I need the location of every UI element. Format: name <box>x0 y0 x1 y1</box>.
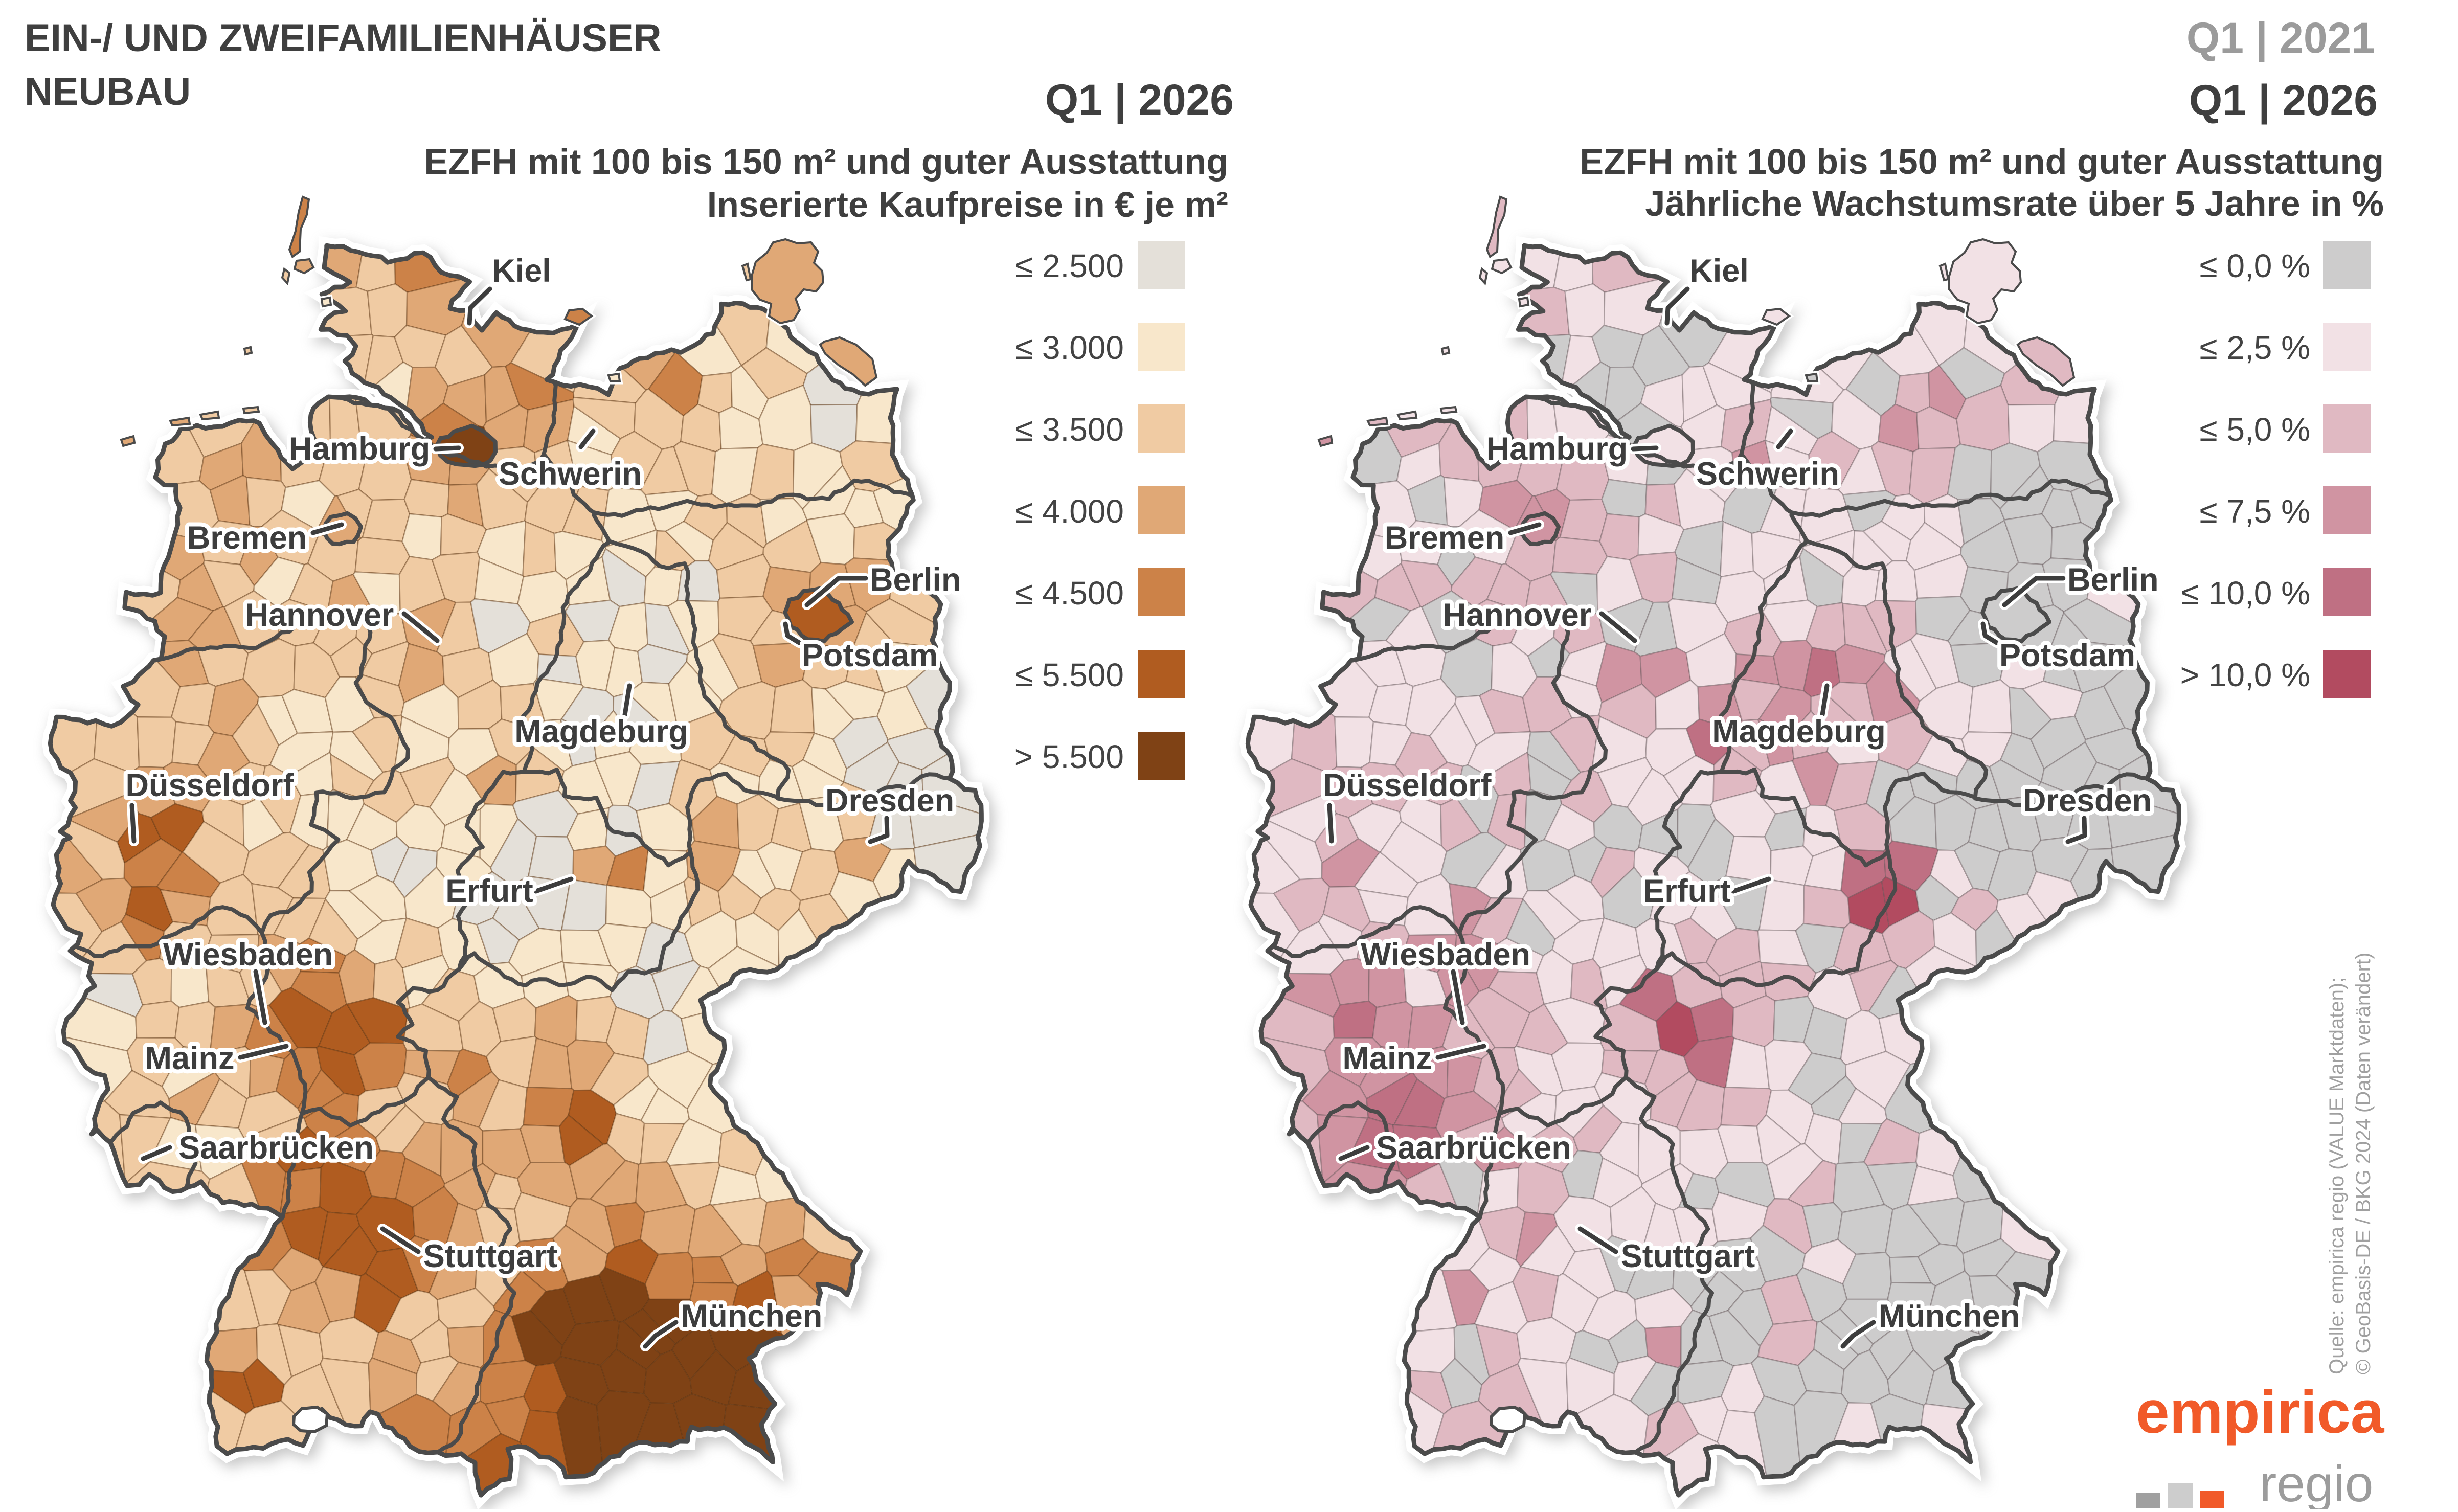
svg-text:Mainz: Mainz <box>1342 1041 1432 1076</box>
svg-text:München: München <box>1879 1298 2020 1334</box>
svg-text:> 5.500: > 5.500 <box>1014 738 1124 775</box>
svg-text:Hannover: Hannover <box>245 597 394 633</box>
svg-text:Jährliche Wachstumsrate über 5: Jährliche Wachstumsrate über 5 Jahre in … <box>1645 184 2384 223</box>
svg-text:Saarbrücken: Saarbrücken <box>178 1130 374 1166</box>
svg-text:regio: regio <box>2260 1455 2373 1509</box>
svg-text:Magdeburg: Magdeburg <box>514 714 688 750</box>
svg-text:empirica: empirica <box>2136 1379 2385 1446</box>
svg-text:Magdeburg: Magdeburg <box>1712 714 1886 750</box>
svg-text:EZFH mit 100 bis 150 m² und gu: EZFH mit 100 bis 150 m² und guter Aussta… <box>424 142 1228 182</box>
svg-text:München: München <box>681 1298 823 1334</box>
svg-text:Dresden: Dresden <box>825 783 954 819</box>
svg-text:Düsseldorf: Düsseldorf <box>1323 768 1492 803</box>
svg-text:≤ 2.500: ≤ 2.500 <box>1015 247 1124 284</box>
svg-text:Kiel: Kiel <box>492 253 551 289</box>
svg-text:≤ 3.500: ≤ 3.500 <box>1015 411 1124 448</box>
svg-text:Berlin: Berlin <box>2067 562 2159 598</box>
svg-text:Erfurt: Erfurt <box>445 873 533 909</box>
svg-text:Bremen: Bremen <box>1385 520 1505 556</box>
svg-text:Kiel: Kiel <box>1689 253 1749 289</box>
svg-text:Schwerin: Schwerin <box>499 456 642 492</box>
svg-text:Hamburg: Hamburg <box>289 431 431 467</box>
svg-text:≤ 3.000: ≤ 3.000 <box>1015 329 1124 366</box>
svg-text:Bremen: Bremen <box>187 520 307 556</box>
svg-text:EZFH mit 100 bis 150 m² und gu: EZFH mit 100 bis 150 m² und guter Aussta… <box>1580 142 2384 182</box>
svg-text:≤ 4.500: ≤ 4.500 <box>1015 575 1124 612</box>
svg-text:Inserierte Kaufpreise in € je: Inserierte Kaufpreise in € je m² <box>707 185 1228 224</box>
svg-text:Potsdam: Potsdam <box>802 638 938 673</box>
svg-text:≤ 5,0 %: ≤ 5,0 % <box>2199 411 2310 448</box>
svg-text:Wiesbaden: Wiesbaden <box>163 937 333 973</box>
svg-text:≤ 7,5 %: ≤ 7,5 % <box>2199 493 2310 530</box>
svg-text:≤ 0,0 %: ≤ 0,0 % <box>2199 247 2310 284</box>
svg-text:Stuttgart: Stuttgart <box>423 1238 557 1274</box>
svg-text:Stuttgart: Stuttgart <box>1621 1238 1755 1274</box>
svg-text:Q1 | 2026: Q1 | 2026 <box>1045 76 1234 124</box>
svg-text:Berlin: Berlin <box>870 562 961 598</box>
svg-text:© GeoBasis-DE / BKG 2024 (Date: © GeoBasis-DE / BKG 2024 (Daten veränder… <box>2352 953 2375 1374</box>
svg-text:Düsseldorf: Düsseldorf <box>125 768 294 803</box>
svg-text:≤ 2,5 %: ≤ 2,5 % <box>2199 329 2310 366</box>
svg-text:≤ 5.500: ≤ 5.500 <box>1015 657 1124 693</box>
svg-text:Quelle: empirica regio (VALUE: Quelle: empirica regio (VALUE Marktdaten… <box>2326 977 2348 1374</box>
svg-text:Dresden: Dresden <box>2023 783 2152 819</box>
svg-text:≤ 10,0 %: ≤ 10,0 % <box>2181 575 2310 612</box>
svg-text:Potsdam: Potsdam <box>1999 638 2135 673</box>
svg-text:Q1 | 2026: Q1 | 2026 <box>2189 76 2378 125</box>
svg-text:Q1 | 2021: Q1 | 2021 <box>2186 14 2375 62</box>
svg-text:≤ 4.000: ≤ 4.000 <box>1015 493 1124 530</box>
svg-text:Schwerin: Schwerin <box>1696 456 1839 492</box>
svg-text:Saarbrücken: Saarbrücken <box>1376 1130 1571 1166</box>
svg-text:Wiesbaden: Wiesbaden <box>1361 937 1530 973</box>
svg-text:Hamburg: Hamburg <box>1486 431 1628 467</box>
svg-text:Hannover: Hannover <box>1443 597 1592 633</box>
svg-text:NEUBAU: NEUBAU <box>25 70 191 114</box>
svg-text:> 10,0 %: > 10,0 % <box>2180 657 2310 693</box>
svg-text:Erfurt: Erfurt <box>1643 873 1731 909</box>
svg-text:Mainz: Mainz <box>145 1041 234 1076</box>
svg-text:EIN-/ UND ZWEIFAMILIENHÄUSER: EIN-/ UND ZWEIFAMILIENHÄUSER <box>25 16 662 60</box>
